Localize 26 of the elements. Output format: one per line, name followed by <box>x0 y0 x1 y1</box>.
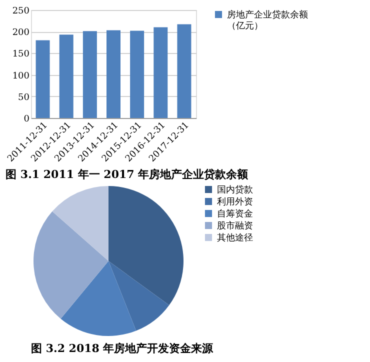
legend-label: 房地产企业贷款余额（亿元） <box>227 10 308 32</box>
bar <box>130 30 144 118</box>
bar <box>59 34 74 118</box>
y-tick-label: 0 <box>24 114 30 124</box>
bar <box>36 40 50 118</box>
bar <box>177 24 192 118</box>
legend-label: 利用外资 <box>217 196 253 208</box>
pie-slice <box>34 211 108 319</box>
bar <box>154 27 168 118</box>
bar <box>106 30 120 118</box>
pie-slice <box>108 261 170 331</box>
y-tick-label: 250 <box>12 6 30 16</box>
legend-label: 国内贷款 <box>217 184 253 196</box>
pie-slice <box>60 261 136 336</box>
text: 图 3.2 2018 年房地产开发资金来源 <box>31 342 214 355</box>
y-tick-label: 100 <box>12 71 30 82</box>
y-tick-label: 50 <box>18 92 30 103</box>
pie-slice <box>108 186 184 306</box>
legend-label: 其他途径 <box>217 232 253 244</box>
legend-label: 股市融资 <box>217 220 253 232</box>
bar <box>82 31 97 118</box>
pie-slice <box>52 186 108 261</box>
y-tick-label: 150 <box>12 50 30 60</box>
y-tick-label: 200 <box>12 28 30 38</box>
text: 图 3.1 2011 年一 2017 年房地产企业贷款余额 <box>6 168 250 182</box>
legend-label: 自筹资金 <box>217 208 253 220</box>
